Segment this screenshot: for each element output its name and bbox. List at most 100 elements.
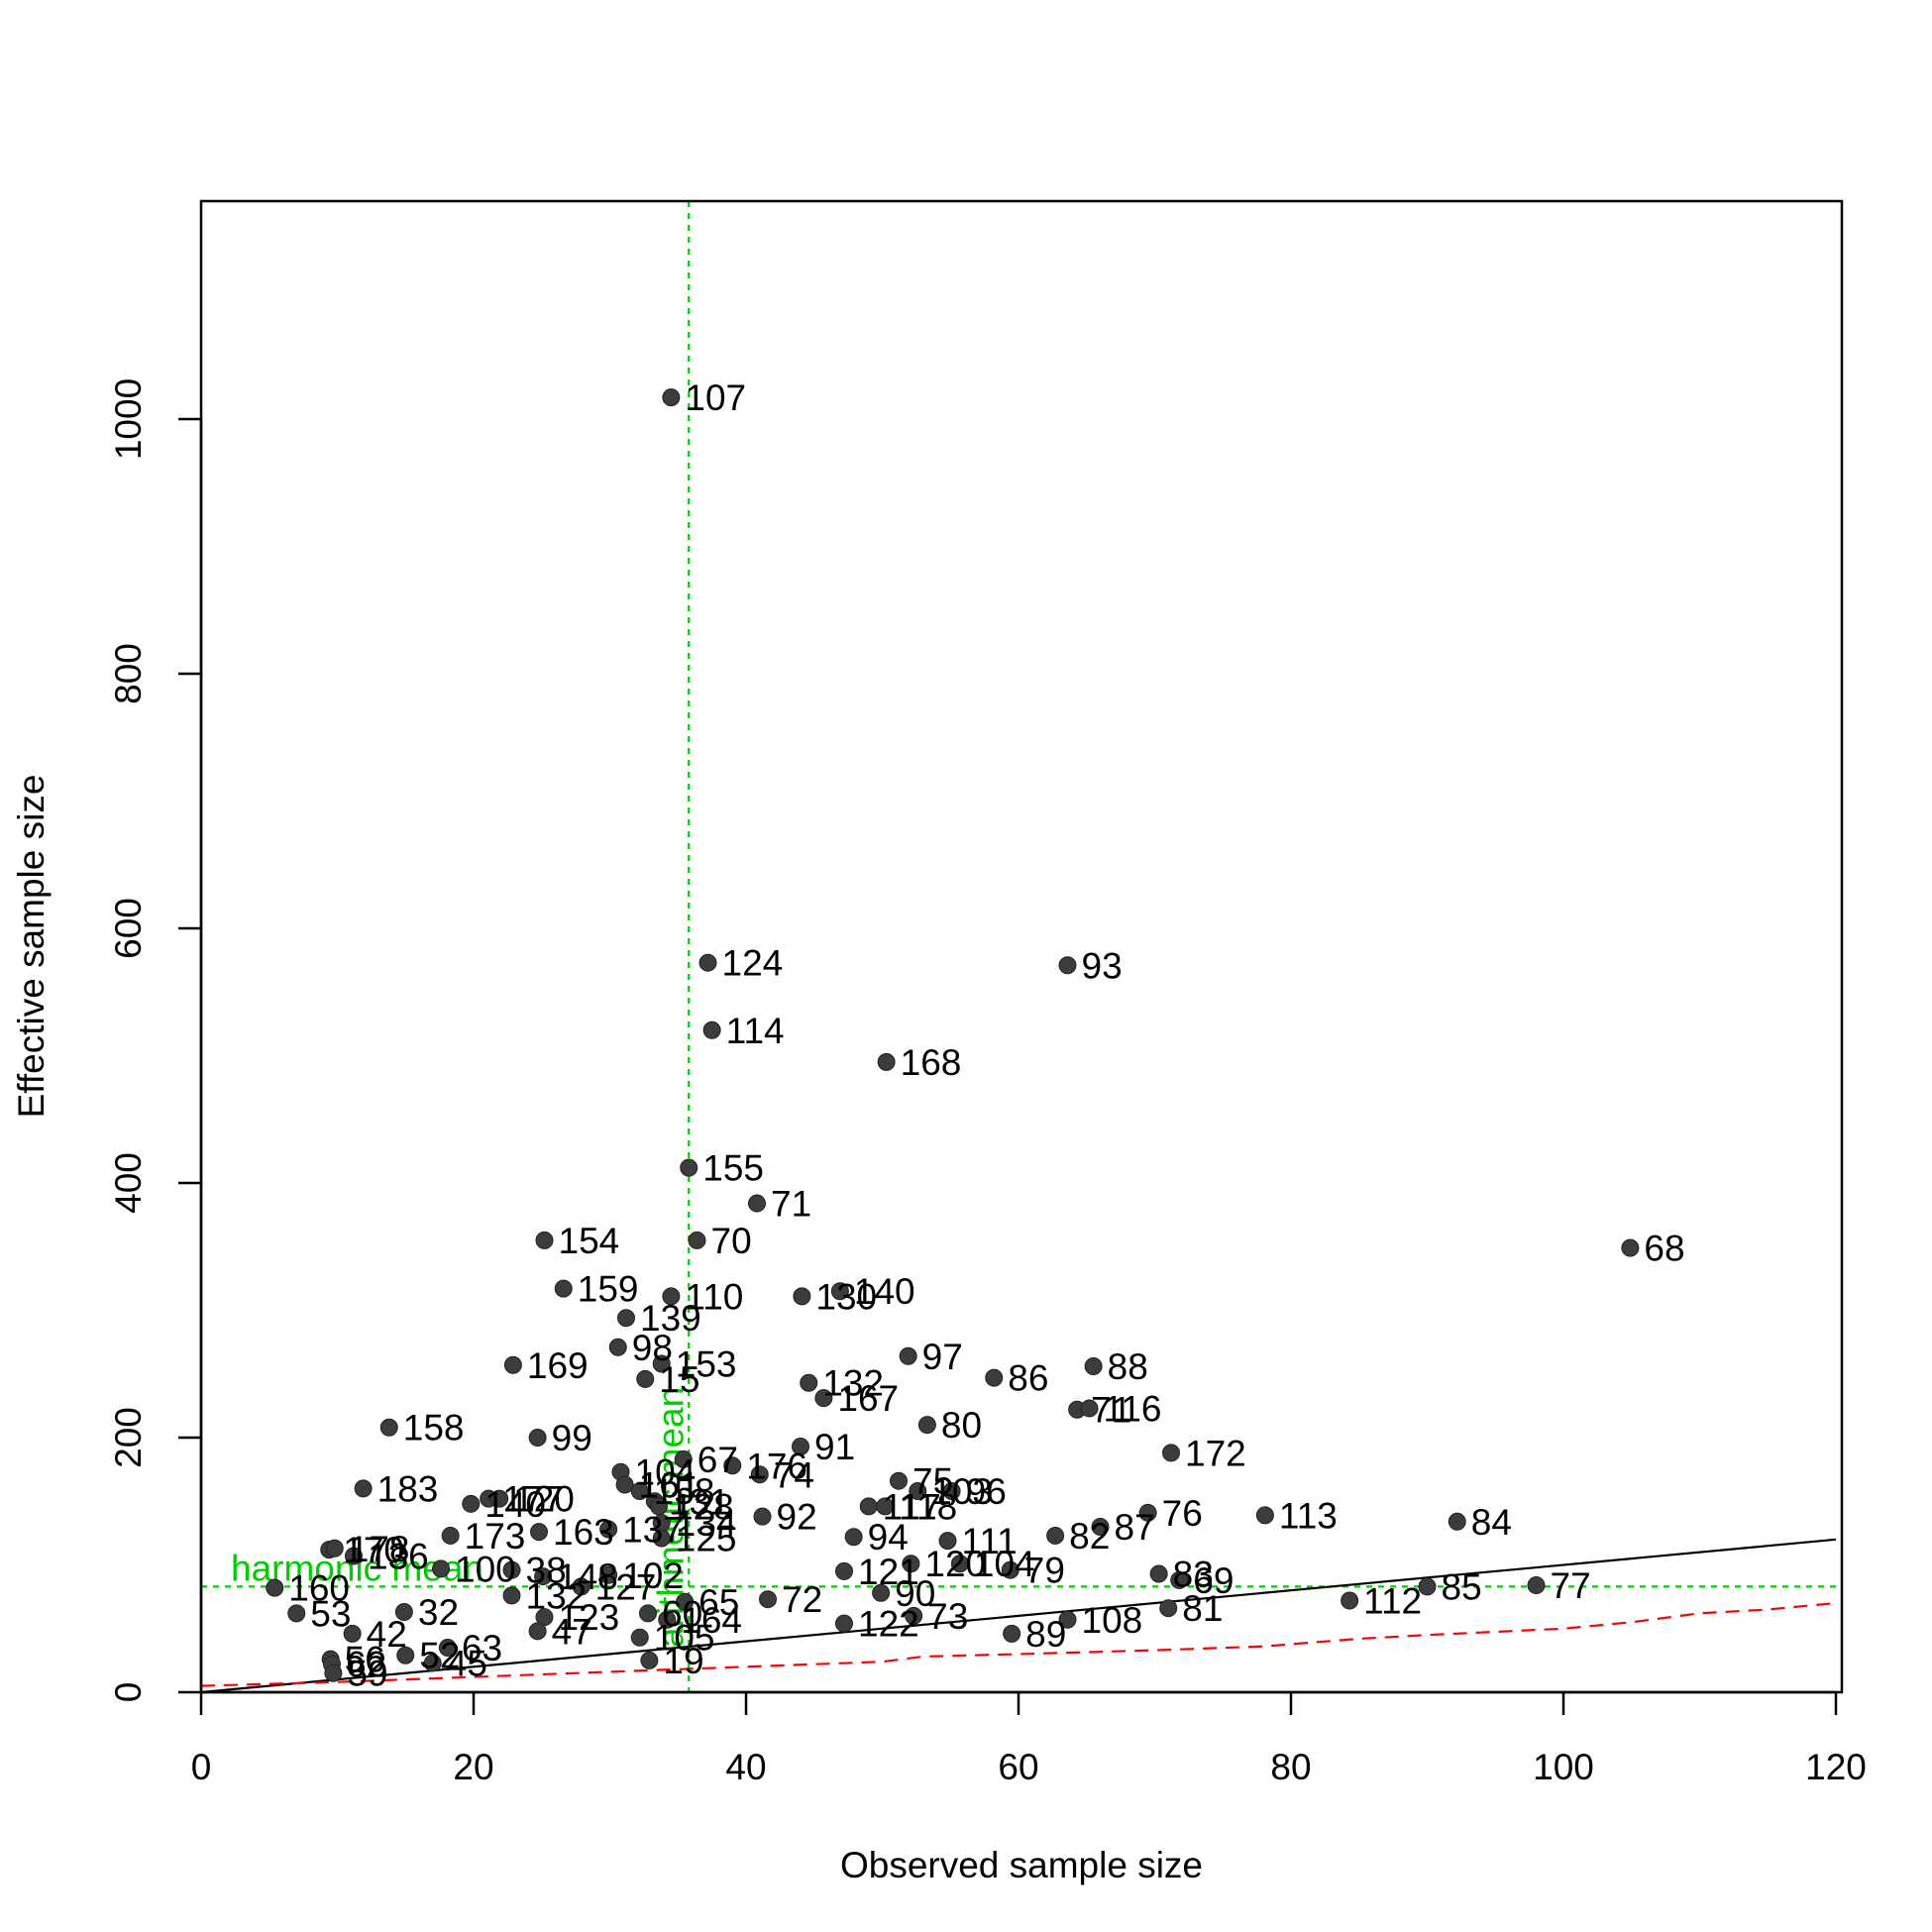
point-label: 71 [771,1184,811,1225]
point-label: 154 [559,1221,620,1261]
x-tick-label: 120 [1805,1747,1867,1787]
point-label: 100 [455,1549,516,1589]
data-point [872,1583,891,1602]
point-label: 69 [1193,1560,1234,1601]
point-label: 176 [746,1446,807,1486]
point-label: 53 [310,1593,351,1634]
x-tick-label: 60 [998,1747,1038,1787]
point-label: 118 [899,1486,957,1527]
data-point [877,1052,896,1071]
point-label: 103 [931,1471,993,1512]
data-point [345,1547,363,1565]
data-point [1621,1238,1640,1257]
data-point [394,1603,413,1622]
point-label: 123 [559,1597,620,1638]
data-point [630,1481,649,1500]
point-label: 112 [1363,1580,1422,1621]
point-label: 59 [347,1654,387,1694]
data-point [630,1628,649,1647]
y-tick-label: 400 [108,1152,149,1214]
point-label: 70 [711,1221,752,1261]
data-point [490,1489,509,1508]
data-point [909,1481,927,1500]
data-point [396,1646,415,1664]
point-label: 52 [419,1636,460,1676]
point-label: 160 [288,1568,350,1609]
point-label: 167 [837,1378,899,1419]
point-label: 132 [822,1363,884,1404]
point-label: 168 [901,1042,962,1083]
data-point [572,1577,590,1596]
data-point [1084,1357,1103,1376]
x-tick-label: 100 [1533,1747,1594,1787]
data-point [1046,1526,1065,1545]
point-label: 81 [1182,1588,1223,1629]
data-point [792,1437,809,1455]
data-point [702,1020,721,1039]
data-point [899,1346,917,1365]
data-point [608,1338,627,1356]
x-tick-label: 80 [1270,1747,1311,1787]
data-point [950,1555,969,1573]
point-label: 82 [1069,1516,1110,1556]
data-point [1138,1503,1157,1522]
data-point [423,1654,442,1672]
point-label: 65 [698,1582,739,1623]
data-point [462,1494,481,1513]
data-point [1091,1517,1110,1536]
y-tick-label: 600 [108,898,149,959]
data-point [662,1287,681,1306]
point-label: 47 [552,1611,592,1652]
point-label: 99 [552,1418,592,1458]
point-label: 122 [858,1604,919,1645]
data-point [535,1231,554,1249]
point-label: 80 [941,1405,982,1446]
point-label: 131 [669,1481,730,1522]
data-point [534,1567,553,1586]
data-point [1058,956,1077,975]
axes-layer: 0 20 40 60 80 100 120 0 200 400 600 800 1000 [108,378,1867,1787]
point-label: 75 [912,1461,953,1502]
point-label: 107 [685,377,746,418]
point-label: 87 [1115,1507,1155,1548]
point-label: 137 [622,1510,684,1551]
data-point [1159,1599,1178,1618]
point-label: 63 [462,1628,502,1668]
point-label: 38 [526,1551,567,1591]
point-label: 110 [685,1276,743,1317]
point-label: 177 [502,1479,564,1520]
point-label: 161 [639,1465,700,1506]
data-point [432,1559,450,1578]
data-point [835,1614,853,1633]
point-label: 90 [895,1573,935,1614]
data-point [343,1624,362,1643]
data-point [530,1523,548,1542]
data-point [636,1369,655,1388]
point-label: 170 [343,1530,404,1570]
point-label: 84 [1471,1502,1512,1543]
x-axis-title: Observed sample size [840,1845,1203,1885]
y-tick-label: 800 [108,643,149,704]
data-point [674,1449,693,1468]
point-label: 97 [922,1337,963,1377]
point-label: 68 [1644,1229,1684,1269]
data-point [905,1606,923,1625]
data-point [528,1429,547,1447]
point-label: 124 [722,943,784,984]
point-label: 178 [349,1529,410,1569]
point-label: 136 [368,1537,429,1577]
data-point [599,1520,618,1539]
point-label: 93 [1082,945,1123,986]
point-label: 79 [1024,1551,1065,1591]
point-label: 91 [814,1427,855,1467]
y-tick-label: 1000 [108,378,149,460]
data-point [750,1465,769,1484]
data-point [917,1416,936,1435]
point-label: 121 [858,1552,919,1592]
point-label: 86 [1008,1358,1048,1399]
point-label: 140 [484,1484,546,1525]
data-point [354,1479,373,1498]
point-label: 172 [1185,1433,1246,1473]
point-label: 42 [367,1614,407,1655]
point-label: 56 [345,1640,385,1680]
